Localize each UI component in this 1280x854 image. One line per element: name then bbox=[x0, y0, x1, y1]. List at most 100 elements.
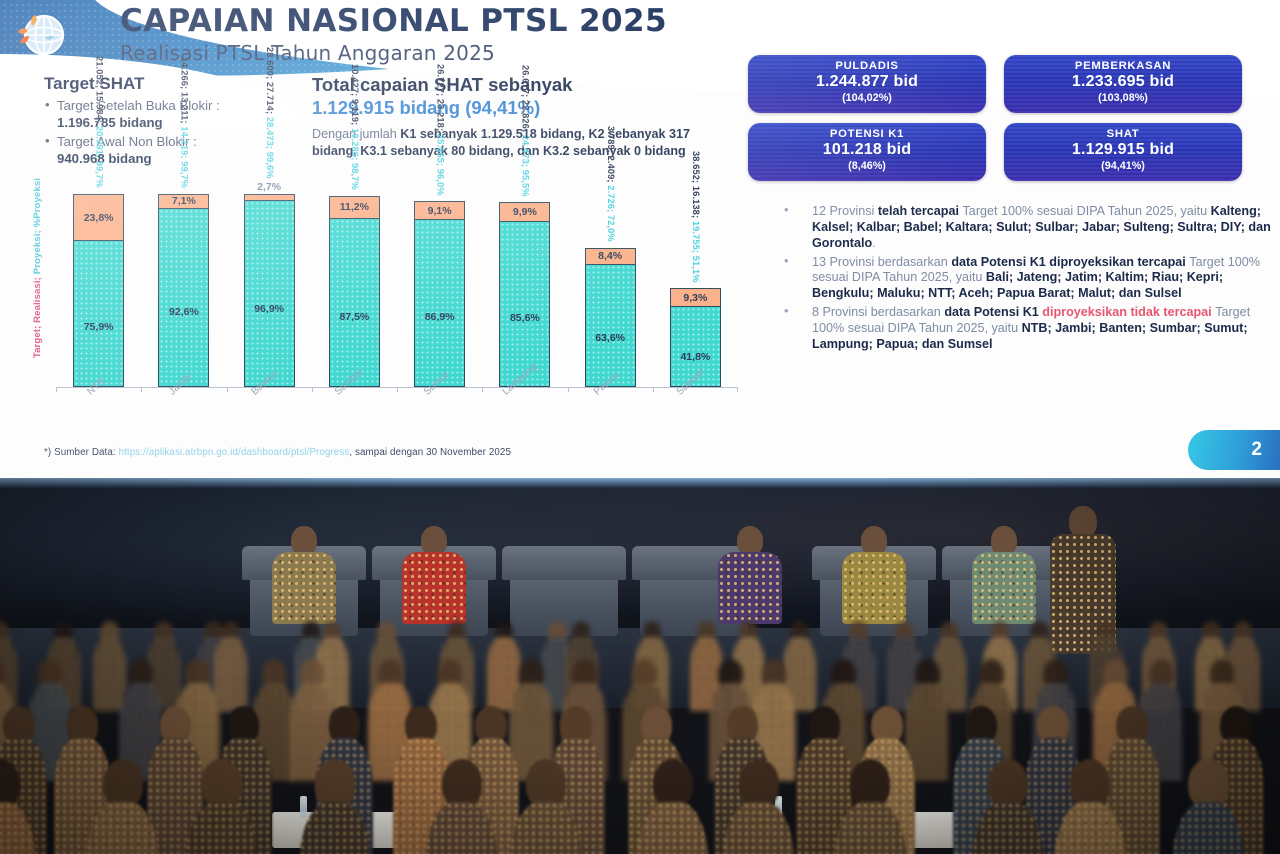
chart-bar-sumsel: 38.652; 16.138; 19.755; 51,1% 9,3% 41,8% bbox=[653, 151, 738, 387]
province-bullet-list: 12 Provinsi telah tercapai Target 100% s… bbox=[780, 202, 1278, 356]
audience-body bbox=[782, 636, 816, 712]
chart-segment-proyeksi: 11,2% bbox=[328, 196, 380, 218]
chart-segment-realisasi: 63,6% bbox=[584, 263, 636, 387]
stat-box-percent: (94,41%) bbox=[1101, 159, 1145, 172]
bullet-text-segment: data Potensi K1 diproyeksikan tercapai bbox=[951, 254, 1190, 269]
audience-head bbox=[640, 706, 673, 744]
audience-head bbox=[0, 759, 21, 808]
audience-head bbox=[159, 706, 192, 744]
stat-box-value: 1.244.877 bid bbox=[815, 73, 919, 90]
audience-head bbox=[102, 759, 144, 808]
detail-k2: sebanyak 317 bidang, K3.1 sebanyak 80 bi… bbox=[312, 126, 691, 158]
chart-axis-legend-line2: Proyeksi; %Proyeksi bbox=[32, 178, 43, 275]
chart-segment-realisasi: 87,5% bbox=[328, 217, 380, 387]
chart-segment-label-top: 23,8% bbox=[83, 211, 114, 224]
screen-frame-edge bbox=[0, 478, 1280, 488]
panelist-head bbox=[991, 526, 1017, 556]
audience-body bbox=[214, 636, 248, 712]
chart-segment-label-top: 11,2% bbox=[339, 201, 369, 214]
chart-bar-stack: 7,1% 92,6% bbox=[158, 194, 210, 387]
audience-head bbox=[525, 759, 567, 808]
chart-bar-datalabel: 14.266; 13.211; 14.219; 99,7% bbox=[177, 57, 190, 188]
target-shat-block: Target SHAT Target Setelah Buka Blokir :… bbox=[44, 74, 294, 170]
target-shat-list: Target Setelah Buka Blokir : 1.196.785 b… bbox=[44, 97, 294, 168]
panelist-body bbox=[272, 552, 336, 624]
chart-segment-proyeksi: 9,9% bbox=[499, 202, 551, 222]
bullet-text-segment: 12 Provinsi bbox=[812, 204, 878, 218]
slide-title: CAPAIAN NASIONAL PTSL 2025 bbox=[120, 3, 667, 39]
chart-segment-label-top: 9,9% bbox=[512, 206, 537, 219]
chart-bar-datalabel: 28.600; 27.714; 28.473; 99,6% bbox=[262, 47, 275, 179]
panelist-head bbox=[421, 526, 447, 556]
bullet-text-segment: telah tercapai bbox=[877, 204, 963, 218]
chart-segment-label-bottom: 96,9% bbox=[254, 302, 284, 315]
chart-bar-sumbar: 10.427; 9.119; 10.286; 98,7% 11,2% 87,5% bbox=[312, 64, 397, 387]
panelist-seat-3 bbox=[690, 526, 810, 636]
datalabel-target-realisasi: 10.427; 9.119; bbox=[350, 64, 361, 129]
audience-member bbox=[1172, 759, 1245, 854]
slide-title-block: CAPAIAN NASIONAL PTSL 2025 Realisasi PTS… bbox=[120, 3, 667, 65]
stat-box-value: 101.218 bid bbox=[822, 141, 912, 158]
datalabel-target-realisasi: 3.789; 2.409; bbox=[605, 125, 616, 186]
audience-member bbox=[782, 620, 816, 712]
audience-member bbox=[298, 759, 372, 854]
audience-body bbox=[0, 802, 37, 854]
province-bullet-0: 12 Provinsi telah tercapai Target 100% s… bbox=[780, 202, 1278, 252]
stat-box-puldadis: PULDADIS 1.244.877 bid (104,02%) bbox=[748, 55, 986, 113]
stat-box-pemberkasan: PEMBERKASAN 1.233.695 bid (103,08%) bbox=[1004, 55, 1242, 113]
audience-member bbox=[833, 759, 907, 854]
datalabel-proyeksi-pct: 14.219; 99,7% bbox=[179, 126, 190, 189]
chart-bar-stack: 23,8% 75,9% bbox=[73, 194, 125, 387]
bullet-text-segment: diproyeksikan tidak tercapai bbox=[1042, 305, 1216, 320]
stat-box-label: PULDADIS bbox=[835, 60, 899, 72]
chart-segment-realisasi: 85,6% bbox=[499, 221, 551, 387]
audience-head bbox=[808, 706, 841, 744]
province-bullet-2: 8 Provinsi berdasarkan data Potensi K1 d… bbox=[780, 303, 1278, 353]
datalabel-target-realisasi: 28.600; 27.714; bbox=[264, 46, 275, 117]
chart-segment-label-top: 8,4% bbox=[598, 250, 623, 263]
panelist-head bbox=[861, 526, 887, 556]
audience-head bbox=[1037, 706, 1069, 744]
panelist bbox=[718, 526, 782, 624]
panelist-body bbox=[842, 552, 906, 624]
datalabel-proyeksi-pct: 28.473; 99,6% bbox=[264, 116, 275, 179]
audience-body bbox=[636, 802, 710, 854]
chart-bar-ntb: 21.052; 15.984; 20.991; 99,7% 23,8% 75,9% bbox=[56, 56, 141, 387]
chart-segment-realisasi: 86,9% bbox=[414, 218, 466, 387]
chart-x-label-banten: Banten bbox=[227, 368, 312, 416]
panelist-body bbox=[402, 552, 466, 624]
audience-head bbox=[987, 759, 1029, 808]
chart-axis-tick bbox=[397, 387, 399, 392]
datalabel-proyeksi-pct: 24.473; 95,5% bbox=[520, 134, 531, 197]
chart-x-label-sumsel: Sumsel bbox=[653, 367, 738, 416]
audience-head bbox=[0, 659, 6, 689]
audience-body bbox=[509, 802, 583, 854]
chart-axis-legend-line1: Target; Realisasi; bbox=[32, 277, 43, 359]
chart-segment-proyeksi: 9,3% bbox=[669, 288, 721, 307]
chart-x-label-lampung: Lampung bbox=[482, 362, 567, 416]
chart-bar-datalabel: 3.789; 2.409; 2.726; 72,0% bbox=[603, 126, 616, 242]
chart-axis-tick bbox=[482, 387, 484, 392]
panelist-seat-2 bbox=[372, 526, 500, 636]
audience-head bbox=[1188, 759, 1229, 808]
bullet-text-segment: Target 100% sesuai DIPA Tahun 2025, yait… bbox=[962, 204, 1211, 218]
target-shat-heading: Target SHAT bbox=[44, 74, 145, 93]
stat-box-label: PEMBERKASAN bbox=[1074, 60, 1172, 72]
audience-head bbox=[314, 759, 356, 808]
chart-segment-label-bottom: 92,6% bbox=[168, 306, 199, 319]
chart-bar-banten: 28.600; 27.714; 28.473; 99,6% 2,7% 96,9% bbox=[227, 47, 312, 387]
audience-member bbox=[1053, 759, 1127, 854]
panelist bbox=[402, 526, 466, 624]
stat-box-shat: SHAT 1.129.915 bid (94,41%) bbox=[1004, 123, 1242, 181]
list-item: Target Setelah Buka Blokir : 1.196.785 b… bbox=[44, 97, 294, 132]
stat-box-percent: (104,02%) bbox=[842, 91, 892, 104]
chart-x-label-sumbar: Sumbar bbox=[312, 366, 397, 416]
slide-subtitle: Realisasi PTSL Tahun Anggaran 2025 bbox=[120, 40, 495, 65]
chair bbox=[502, 546, 626, 636]
audience-body bbox=[971, 802, 1045, 854]
panelist-seat-1 bbox=[242, 526, 370, 636]
audience-head bbox=[1220, 706, 1252, 744]
source-note: *) Sumber Data: https://aplikasi.atrbpn.… bbox=[44, 447, 511, 458]
datalabel-proyeksi-pct: 25.665; 96,0% bbox=[435, 133, 446, 196]
